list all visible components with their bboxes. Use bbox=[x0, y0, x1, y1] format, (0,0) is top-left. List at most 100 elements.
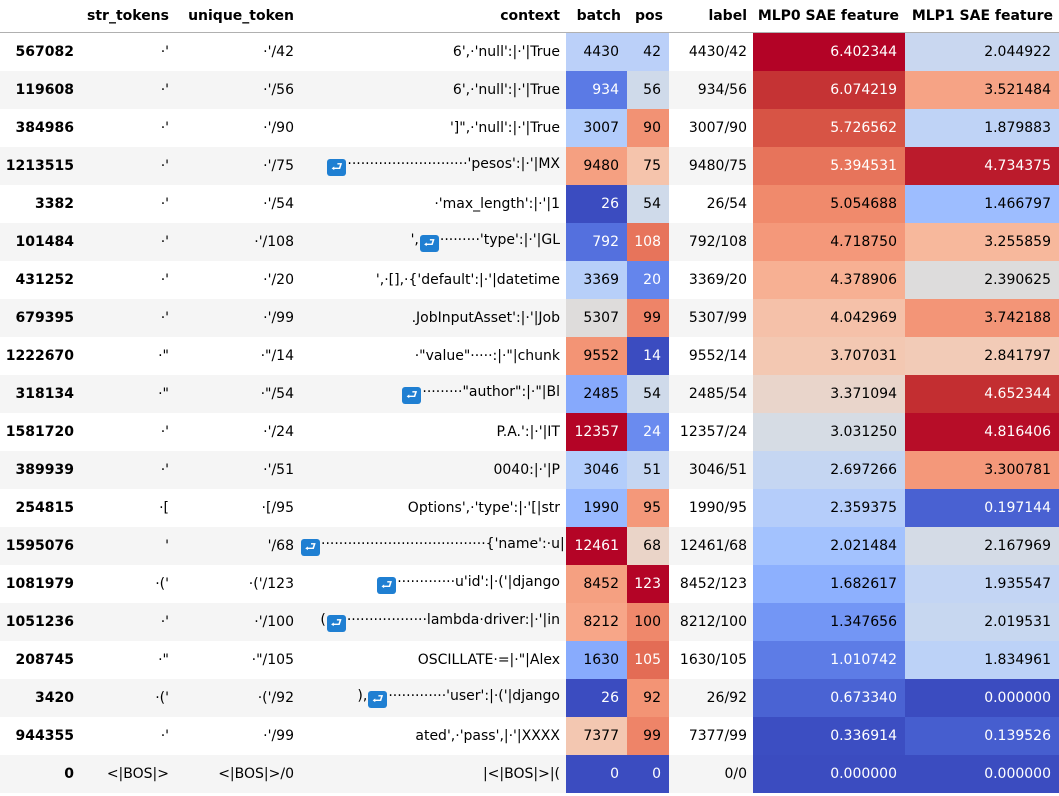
row-index: 119608 bbox=[15, 82, 74, 98]
batch-cell: 26 bbox=[566, 679, 627, 717]
mlp0-feature-cell: 2.697266 bbox=[753, 451, 905, 489]
context-cell: OSCILLATE·=|·"|Alex bbox=[300, 641, 566, 679]
table-row: 254815 ·[·[/95 Options',·'type':|·'[|str 19… bbox=[0, 489, 1059, 527]
context-text: P.A.':|·'|IT bbox=[496, 424, 560, 440]
pos-cell: 20 bbox=[627, 261, 669, 299]
label-cell: 26/54 bbox=[706, 196, 747, 212]
row-index: 1595076 bbox=[5, 538, 74, 554]
context-cell: P.A.':|·'|IT bbox=[300, 413, 566, 451]
table-row: 389939 ·' ·'/51 0040:|·'|P 3046 51 3046/51 2.69… bbox=[0, 451, 1059, 489]
context-cell: .JobInputAsset':|·'|Job bbox=[300, 299, 566, 337]
context-cell: 0040:|·'|P bbox=[300, 451, 566, 489]
pos-cell: 75 bbox=[627, 147, 669, 185]
mlp0-feature-cell: 0.673340 bbox=[753, 679, 905, 717]
context-text: ··················lambda·driver:|·'|in bbox=[346, 612, 560, 628]
row-index: 567082 bbox=[15, 44, 74, 60]
pos-cell: 0 bbox=[627, 755, 669, 793]
mlp1-feature-cell: 4.734375 bbox=[905, 147, 1059, 185]
col-mlp0: MLP0 SAE feature bbox=[753, 0, 905, 33]
label-cell: 2485/54 bbox=[688, 386, 747, 402]
str-tokens-cell: ' bbox=[165, 538, 169, 554]
context-text: OSCILLATE·=|·"|Alex bbox=[417, 652, 560, 668]
col-pos: pos bbox=[627, 0, 669, 33]
str-tokens-cell: ·" bbox=[158, 652, 169, 668]
row-index: 3420 bbox=[35, 690, 74, 706]
context-text: ·············u'id':|·('|django bbox=[397, 574, 560, 590]
label-cell: 4430/42 bbox=[688, 44, 747, 60]
str-tokens-cell: ·[ bbox=[159, 500, 169, 516]
mlp1-feature-cell: 2.167969 bbox=[905, 527, 1059, 565]
table-row: 1595076 ' '/68 ⮐ ···························… bbox=[0, 527, 1059, 565]
str-tokens-cell: ·' bbox=[160, 82, 169, 98]
pos-cell: 68 bbox=[627, 527, 669, 565]
unique-token-cell: ·[/95 bbox=[261, 500, 294, 516]
str-tokens-cell: ·' bbox=[160, 728, 169, 744]
context-cell: Options',·'type':|·'[|str bbox=[300, 489, 566, 527]
mlp1-feature-cell: 2.390625 bbox=[905, 261, 1059, 299]
str-tokens-cell: <|BOS|> bbox=[106, 766, 169, 782]
mlp0-feature-cell: 2.359375 bbox=[753, 489, 905, 527]
batch-cell: 2485 bbox=[566, 375, 627, 413]
context-text: ···························'pesos':|·'|M… bbox=[347, 156, 560, 172]
label-cell: 792/108 bbox=[688, 234, 747, 250]
mlp1-feature-cell: 1.834961 bbox=[905, 641, 1059, 679]
pos-cell: 51 bbox=[627, 451, 669, 489]
batch-cell: 934 bbox=[566, 71, 627, 109]
mlp1-feature-cell: 0.000000 bbox=[905, 679, 1059, 717]
mlp0-feature-cell: 5.726562 bbox=[753, 109, 905, 147]
table-row: 1581720 ·' ·'/24 P.A.':|·'|IT 12357 24 12357/2… bbox=[0, 413, 1059, 451]
pos-cell: 99 bbox=[627, 299, 669, 337]
mlp1-feature-cell: 1.466797 bbox=[905, 185, 1059, 223]
context-text: 6',·'null':|·'|True bbox=[452, 82, 560, 98]
return-arrow-icon: ⮐ bbox=[402, 387, 422, 404]
batch-cell: 0 bbox=[566, 755, 627, 793]
unique-token-cell: '/68 bbox=[267, 538, 294, 554]
table-row: 101484 ·' ·'/108 ', ⮐ ·········'type':|·'|GL 7… bbox=[0, 223, 1059, 261]
context-cell: ⮐ ·············u'id':|·('|django bbox=[300, 565, 566, 603]
table-row: 1081979 ·(' ·('/123 ⮐ ·············u'id':|·(… bbox=[0, 565, 1059, 603]
context-text: ·"value"·····:|·"|chunk bbox=[414, 348, 560, 364]
context-text: 0040:|·'|P bbox=[493, 462, 560, 478]
return-arrow-icon: ⮐ bbox=[326, 615, 346, 632]
label-cell: 1990/95 bbox=[688, 500, 747, 516]
col-batch: batch bbox=[566, 0, 627, 33]
col-unique-token: unique_token bbox=[175, 0, 300, 33]
batch-cell: 3369 bbox=[566, 261, 627, 299]
pos-cell: 54 bbox=[627, 185, 669, 223]
batch-cell: 1990 bbox=[566, 489, 627, 527]
mlp0-feature-cell: 6.074219 bbox=[753, 71, 905, 109]
row-index: 0 bbox=[64, 766, 74, 782]
pos-cell: 108 bbox=[627, 223, 669, 261]
mlp1-feature-cell: 3.300781 bbox=[905, 451, 1059, 489]
col-context: context bbox=[300, 0, 566, 33]
context-text: ), bbox=[357, 688, 368, 704]
unique-token-cell: ·"/105 bbox=[251, 652, 294, 668]
mlp1-feature-cell: 2.044922 bbox=[905, 32, 1059, 71]
str-tokens-cell: ·(' bbox=[155, 576, 169, 592]
batch-cell: 7377 bbox=[566, 717, 627, 755]
str-tokens-cell: ·' bbox=[160, 272, 169, 288]
col-mlp1: MLP1 SAE feature bbox=[905, 0, 1059, 33]
mlp1-feature-cell: 0.139526 bbox=[905, 717, 1059, 755]
table-row: 1213515 ·' ·'/75 ⮐ ·························… bbox=[0, 147, 1059, 185]
label-cell: 8212/100 bbox=[679, 614, 747, 630]
row-index: 431252 bbox=[15, 272, 74, 288]
return-arrow-icon: ⮐ bbox=[301, 539, 320, 556]
context-text: .JobInputAsset':|·'|Job bbox=[411, 310, 560, 326]
str-tokens-cell: ·' bbox=[160, 120, 169, 136]
mlp1-feature-cell: 3.255859 bbox=[905, 223, 1059, 261]
str-tokens-cell: ·' bbox=[160, 424, 169, 440]
context-cell: ⮐ ···························'pesos':|·'|… bbox=[300, 147, 566, 185]
row-index: 208745 bbox=[15, 652, 74, 668]
context-cell: ·'max_length':|·'|1 bbox=[300, 185, 566, 223]
mlp0-feature-cell: 4.378906 bbox=[753, 261, 905, 299]
pos-cell: 14 bbox=[627, 337, 669, 375]
batch-cell: 9552 bbox=[566, 337, 627, 375]
unique-token-cell: ·'/100 bbox=[254, 614, 294, 630]
row-index: 389939 bbox=[15, 462, 74, 478]
mlp0-feature-cell: 4.042969 bbox=[753, 299, 905, 337]
pos-cell: 99 bbox=[627, 717, 669, 755]
table-row: 679395 ·' ·'/99 .JobInputAsset':|·'|Job 5307… bbox=[0, 299, 1059, 337]
context-text: ·········"author":|·"|Bl bbox=[422, 384, 560, 400]
